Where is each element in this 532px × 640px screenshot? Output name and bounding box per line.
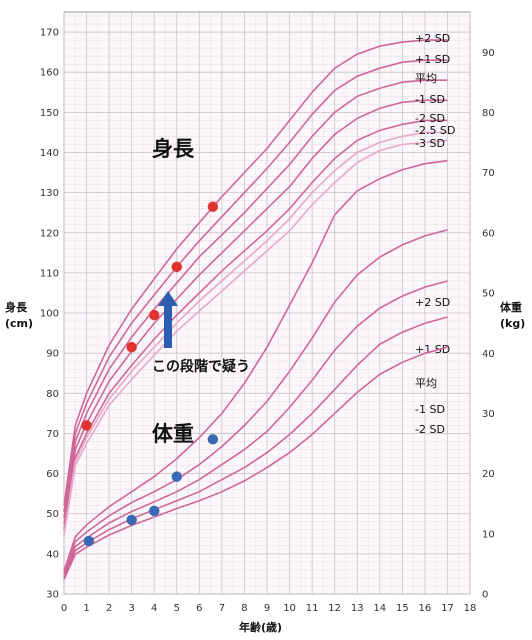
age-tick-label: 5	[174, 603, 180, 614]
weight-measurement-point	[171, 471, 182, 482]
weight-curve-label: 平均	[415, 377, 437, 390]
height-curve	[63, 119, 448, 530]
height-curve-label: -3 SD	[415, 137, 445, 150]
age-tick-label: 2	[106, 603, 112, 614]
weight-curve	[63, 229, 448, 574]
weight-measurement-point	[207, 434, 219, 445]
height-tick-label: 170	[40, 28, 59, 39]
height-curve	[63, 139, 448, 536]
weight-curve	[63, 316, 448, 579]
weight-curve-label: +2 SD	[415, 296, 450, 309]
right-axis-title: 体重	[500, 300, 522, 314]
height-tick-label: 140	[40, 148, 59, 159]
age-tick-label: 15	[396, 603, 409, 614]
weight-curve-label: +1 SD	[415, 343, 450, 356]
arrow-head	[158, 291, 178, 306]
height-tick-label: 100	[40, 309, 59, 320]
weight-curves: +2 SD +1 SD 平均 -1 SD -2 SD	[63, 159, 450, 580]
weight-curve-label: -1 SD	[415, 403, 445, 416]
age-tick-label: 11	[306, 603, 319, 614]
weight-measurement-point	[83, 535, 95, 547]
weight-measurement-point	[149, 505, 160, 517]
weight-tick-label: 90	[482, 48, 495, 59]
weight-tick-label: 80	[482, 108, 495, 119]
age-tick-label: 1	[83, 603, 89, 614]
grid	[63, 11, 471, 595]
age-tick-label: 3	[128, 603, 134, 614]
height-tick-label: 50	[46, 509, 59, 520]
height-tick-label: 30	[46, 590, 59, 601]
height-curve-label: 平均	[415, 72, 437, 85]
age-tick-label: 14	[373, 603, 386, 614]
x-axis-title: 年齢(歳)	[239, 620, 282, 634]
weight-tick-label: 40	[482, 349, 495, 360]
axes: 3040506070809010011012013014015016017001…	[40, 28, 495, 614]
up-arrow-icon	[158, 291, 178, 348]
age-tick-label: 10	[283, 603, 296, 614]
weight-curve	[63, 346, 448, 580]
height-curve	[63, 59, 448, 512]
height-tick-label: 120	[40, 228, 59, 239]
data-points	[81, 201, 219, 547]
weight-curve	[63, 280, 448, 577]
age-tick-label: 18	[464, 603, 477, 614]
height-tick-label: 150	[40, 108, 59, 119]
height-curve	[63, 131, 448, 534]
height-title: 身長	[152, 137, 195, 161]
height-tick-label: 160	[40, 68, 59, 79]
age-tick-label: 17	[441, 603, 454, 614]
age-tick-label: 13	[351, 603, 364, 614]
height-tick-label: 60	[46, 469, 59, 480]
age-tick-label: 12	[328, 603, 341, 614]
weight-tick-label: 30	[482, 409, 495, 420]
age-tick-label: 4	[151, 603, 157, 614]
height-tick-label: 130	[40, 188, 59, 199]
right-axis-unit: (kg)	[500, 317, 525, 330]
age-tick-label: 9	[264, 603, 270, 614]
weight-tick-label: 60	[482, 228, 495, 239]
weight-tick-label: 0	[482, 590, 488, 601]
height-tick-label: 110	[40, 268, 59, 279]
height-tick-label: 90	[46, 349, 59, 360]
left-axis-unit: (cm)	[5, 317, 33, 330]
weight-tick-label: 50	[482, 289, 495, 300]
height-curve	[63, 39, 448, 506]
height-curve-label: +1 SD	[415, 53, 450, 66]
weight-curve-label: -2 SD	[415, 423, 445, 436]
weight-curve	[63, 159, 448, 572]
weight-tick-label: 70	[482, 168, 495, 179]
weight-title: 体重	[152, 422, 194, 446]
weight-measurement-point	[126, 514, 137, 526]
annotation-note: この段階で疑う	[152, 358, 250, 375]
height-measurement-point	[81, 420, 92, 431]
height-measurement-point	[207, 201, 219, 212]
height-measurement-point	[149, 309, 160, 321]
height-curve	[63, 99, 448, 524]
weight-tick-label: 10	[482, 529, 495, 540]
age-tick-label: 16	[419, 603, 432, 614]
left-axis-title: 身長	[5, 300, 28, 314]
height-curve	[63, 79, 448, 518]
weight-tick-label: 20	[482, 469, 495, 480]
arrow-shaft	[164, 304, 172, 348]
height-tick-label: 40	[46, 549, 59, 560]
height-curve-label: +2 SD	[415, 32, 450, 45]
height-curve-label: -2.5 SD	[415, 124, 455, 137]
age-tick-label: 8	[241, 603, 247, 614]
age-tick-label: 6	[196, 603, 202, 614]
height-curve-label: -1 SD	[415, 93, 445, 106]
height-tick-label: 70	[46, 429, 59, 440]
height-measurement-point	[126, 341, 137, 353]
height-measurement-point	[171, 261, 182, 273]
height-tick-label: 80	[46, 389, 59, 400]
age-tick-label: 0	[61, 603, 67, 614]
height-curve-label: -2 SD	[415, 112, 445, 125]
age-tick-label: 7	[219, 603, 225, 614]
